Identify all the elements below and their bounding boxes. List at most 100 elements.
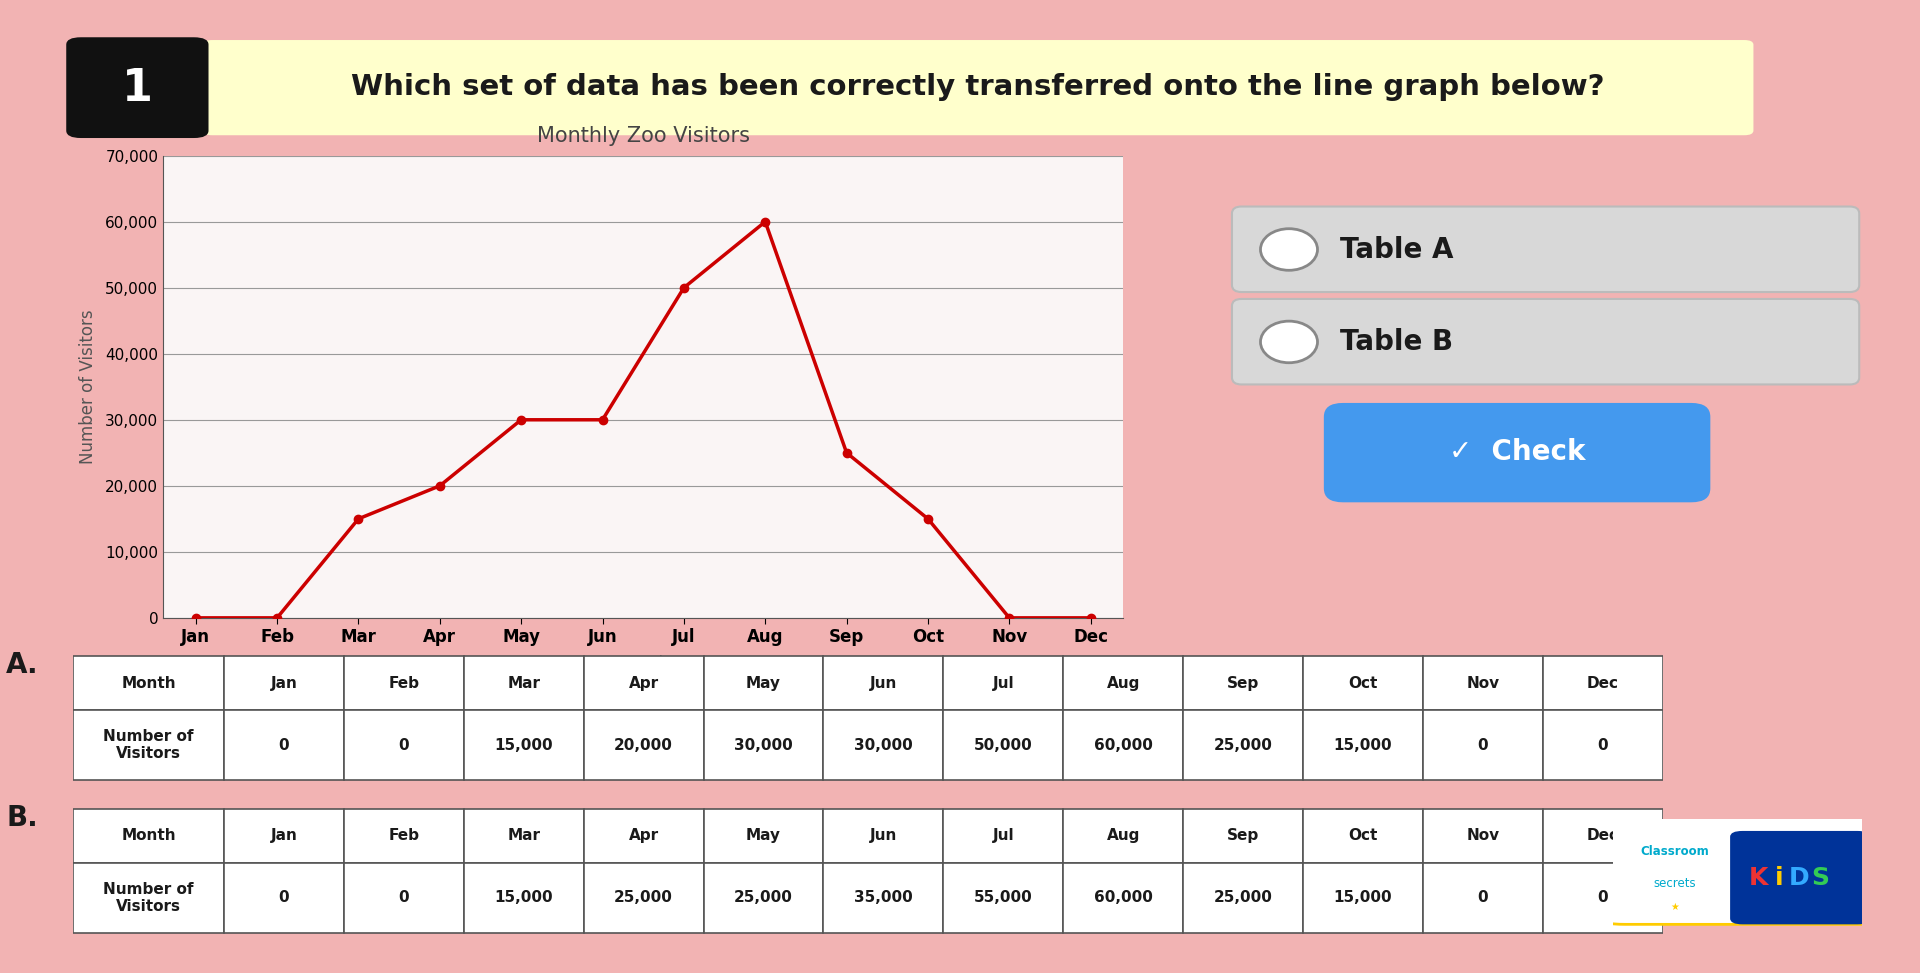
Bar: [1304, 656, 1423, 710]
Text: 15,000: 15,000: [1334, 890, 1392, 906]
FancyBboxPatch shape: [204, 40, 1753, 135]
Title: Monthly Zoo Visitors: Monthly Zoo Visitors: [538, 126, 749, 146]
Bar: [943, 863, 1064, 933]
Text: Aug: Aug: [1106, 675, 1140, 691]
Text: Table A: Table A: [1340, 235, 1453, 264]
Circle shape: [1260, 321, 1317, 363]
Text: Number of
Visitors: Number of Visitors: [104, 882, 194, 914]
X-axis label: Month: Month: [616, 655, 670, 672]
Bar: [1064, 710, 1183, 780]
Text: Oct: Oct: [1348, 675, 1379, 691]
Text: Apr: Apr: [628, 828, 659, 844]
Bar: [1183, 810, 1304, 863]
Bar: [225, 656, 344, 710]
Text: ★: ★: [1670, 902, 1680, 912]
Text: 25,000: 25,000: [1213, 738, 1273, 753]
Bar: [1544, 863, 1663, 933]
Text: Nov: Nov: [1467, 828, 1500, 844]
Text: Classroom: Classroom: [1642, 846, 1709, 858]
Bar: [943, 656, 1064, 710]
Text: K: K: [1749, 866, 1768, 889]
Text: 15,000: 15,000: [495, 738, 553, 753]
Text: Jun: Jun: [870, 828, 897, 844]
Bar: [465, 656, 584, 710]
Text: 0: 0: [1597, 890, 1609, 906]
Text: Mar: Mar: [507, 828, 540, 844]
Text: Jul: Jul: [993, 675, 1014, 691]
FancyBboxPatch shape: [1233, 299, 1859, 384]
Bar: [465, 710, 584, 780]
Text: Which set of data has been correctly transferred onto the line graph below?: Which set of data has been correctly tra…: [351, 73, 1605, 101]
Text: 1: 1: [121, 66, 154, 110]
Text: Sep: Sep: [1227, 675, 1260, 691]
Bar: [1064, 656, 1183, 710]
Bar: [584, 810, 703, 863]
Text: 55,000: 55,000: [973, 890, 1033, 906]
Text: 0: 0: [1597, 738, 1609, 753]
Bar: [73, 710, 225, 780]
Text: Jan: Jan: [271, 828, 298, 844]
Text: Dec: Dec: [1586, 828, 1619, 844]
Bar: [1544, 710, 1663, 780]
Bar: [1544, 810, 1663, 863]
Bar: [465, 810, 584, 863]
Bar: [73, 863, 225, 933]
Bar: [1423, 863, 1544, 933]
Text: Table B: Table B: [1340, 328, 1453, 356]
Bar: [73, 810, 225, 863]
Bar: [344, 710, 465, 780]
Circle shape: [1260, 229, 1317, 270]
Text: Feb: Feb: [388, 828, 419, 844]
Bar: [225, 863, 344, 933]
Bar: [824, 810, 943, 863]
Text: 25,000: 25,000: [614, 890, 674, 906]
Text: 0: 0: [278, 890, 290, 906]
Bar: [1183, 656, 1304, 710]
Bar: [584, 656, 703, 710]
Bar: [1304, 863, 1423, 933]
Bar: [465, 863, 584, 933]
Text: Month: Month: [121, 675, 177, 691]
Text: i: i: [1774, 866, 1784, 889]
Bar: [1304, 710, 1423, 780]
Text: Oct: Oct: [1348, 828, 1379, 844]
Bar: [703, 710, 824, 780]
Bar: [225, 710, 344, 780]
Text: 25,000: 25,000: [733, 890, 793, 906]
Text: secrets: secrets: [1653, 877, 1697, 890]
Bar: [344, 863, 465, 933]
Bar: [1423, 656, 1544, 710]
FancyBboxPatch shape: [65, 37, 209, 138]
Text: ✓  Check: ✓ Check: [1450, 439, 1586, 466]
Bar: [943, 710, 1064, 780]
Bar: [1183, 863, 1304, 933]
Text: 50,000: 50,000: [973, 738, 1033, 753]
Y-axis label: Number of Visitors: Number of Visitors: [79, 309, 96, 464]
Text: Nov: Nov: [1467, 675, 1500, 691]
Bar: [1544, 656, 1663, 710]
FancyBboxPatch shape: [1233, 206, 1859, 292]
Text: 35,000: 35,000: [854, 890, 912, 906]
Bar: [584, 710, 703, 780]
Text: Number of
Visitors: Number of Visitors: [104, 729, 194, 761]
Text: 0: 0: [1478, 890, 1488, 906]
Text: Jun: Jun: [870, 675, 897, 691]
Bar: [584, 863, 703, 933]
Text: Sep: Sep: [1227, 828, 1260, 844]
Text: Feb: Feb: [388, 675, 419, 691]
Text: B.: B.: [6, 805, 38, 832]
Text: 30,000: 30,000: [733, 738, 793, 753]
Bar: [1304, 810, 1423, 863]
Text: Jul: Jul: [993, 828, 1014, 844]
Text: 0: 0: [399, 738, 409, 753]
Bar: [824, 863, 943, 933]
Text: May: May: [747, 828, 781, 844]
Bar: [1064, 810, 1183, 863]
Text: May: May: [747, 675, 781, 691]
FancyBboxPatch shape: [1325, 403, 1711, 502]
Text: D: D: [1788, 866, 1809, 889]
FancyBboxPatch shape: [1574, 504, 1920, 924]
Bar: [344, 810, 465, 863]
Text: 60,000: 60,000: [1094, 890, 1152, 906]
Text: Jan: Jan: [271, 675, 298, 691]
